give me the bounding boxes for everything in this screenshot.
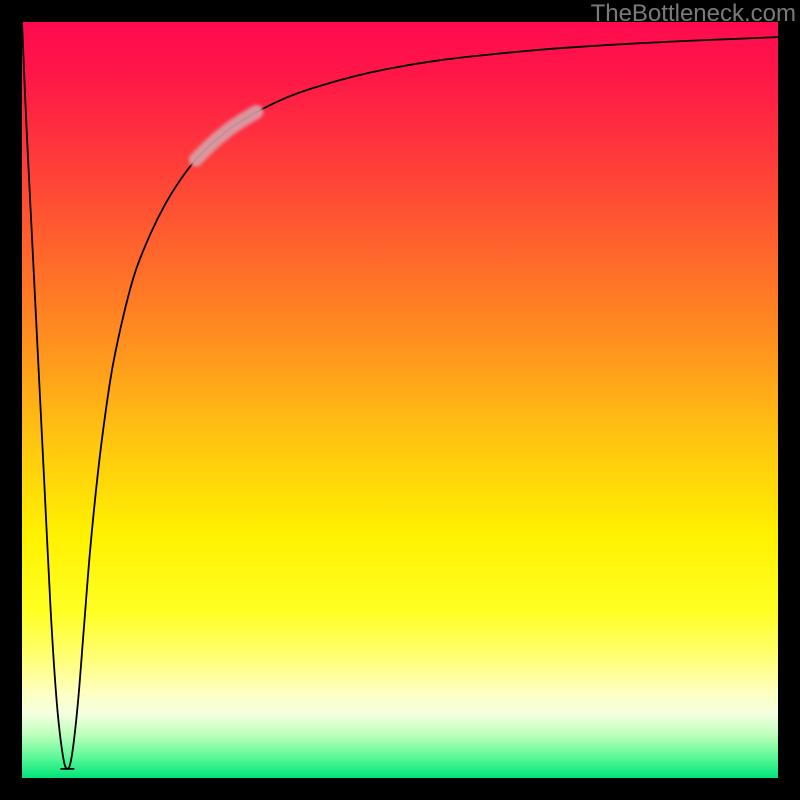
plot-background	[22, 22, 778, 778]
watermark-text: TheBottleneck.com	[591, 0, 796, 28]
chart-stage: TheBottleneck.com	[0, 0, 800, 800]
bottleneck-chart-svg	[0, 0, 800, 800]
